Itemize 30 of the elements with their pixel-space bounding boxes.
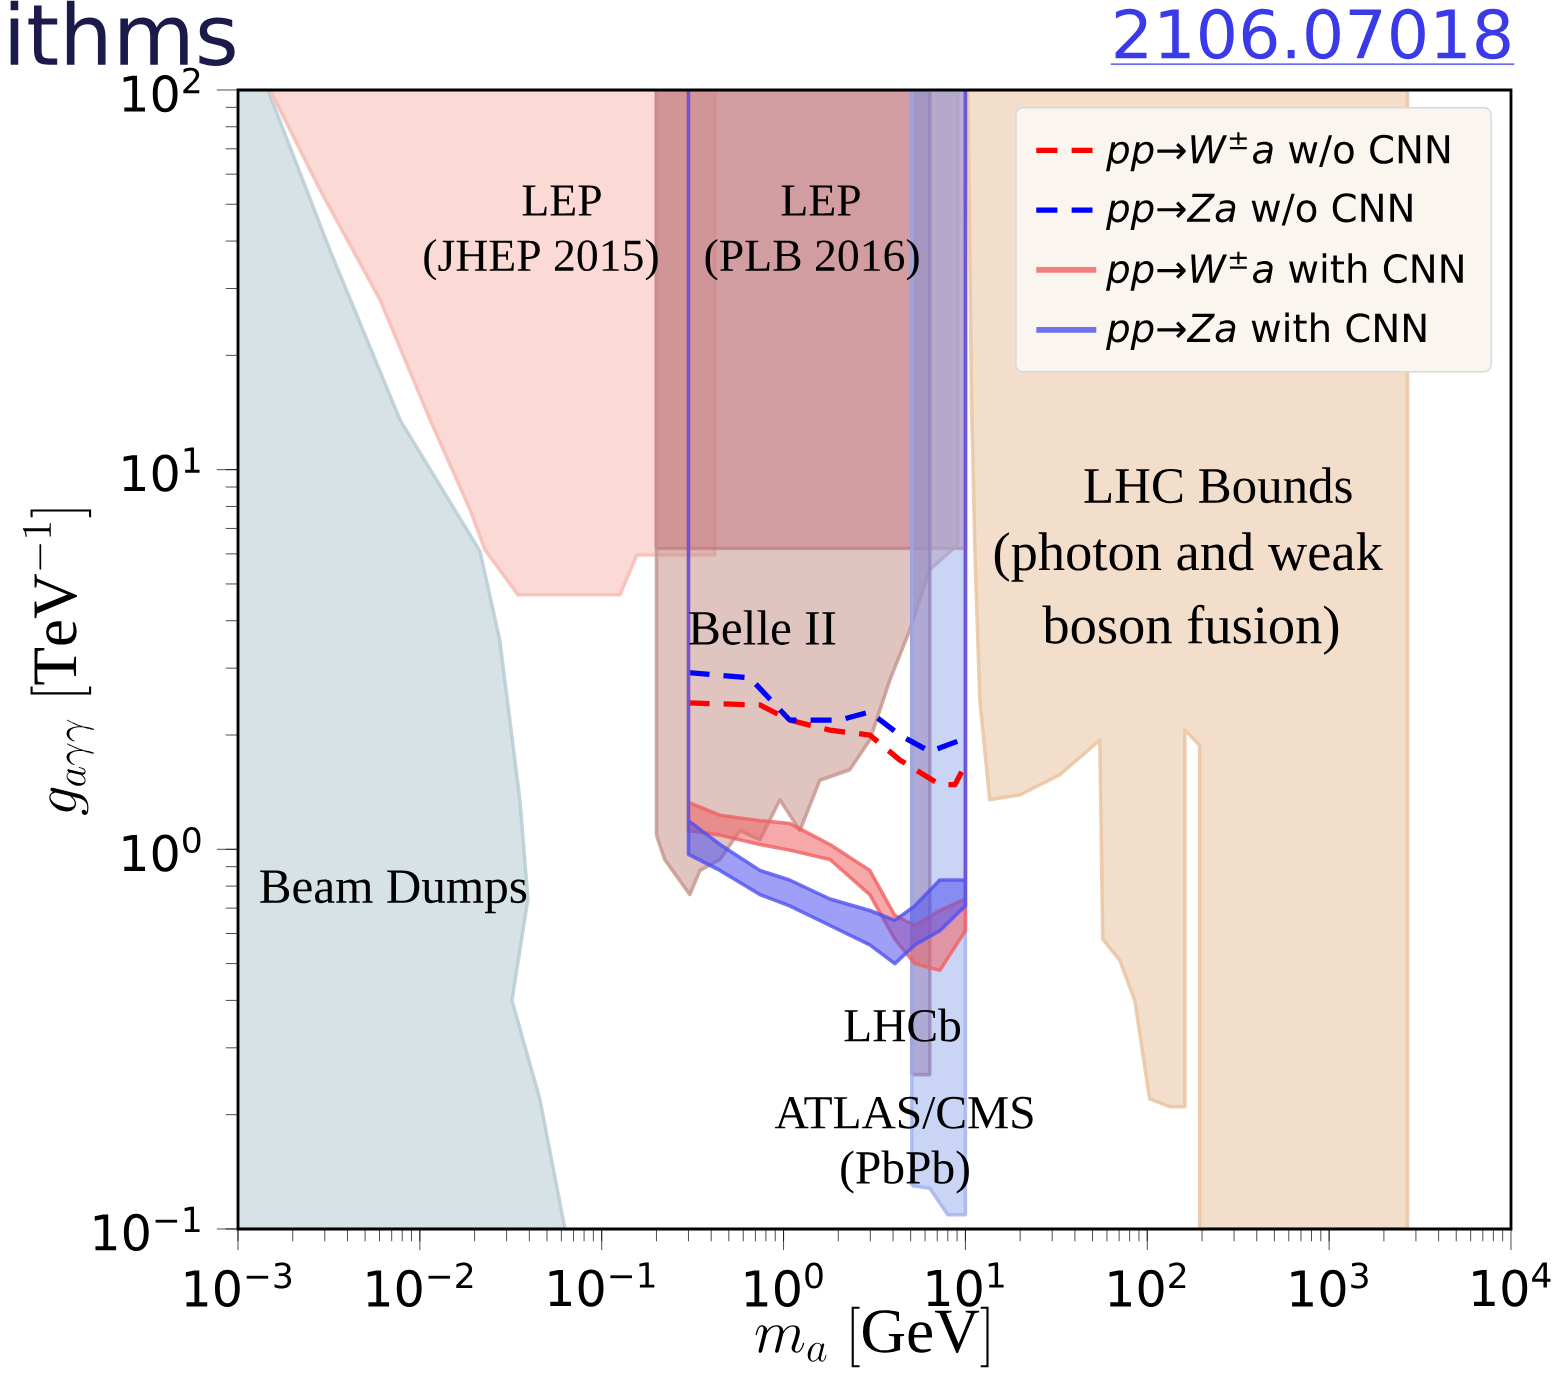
x-tick-label: 10$^{1}$ (927, 1262, 1004, 1307)
x-tick-label: 10$^{3}$ (1291, 1262, 1368, 1308)
annotation: (PbPb) (841, 1150, 969, 1194)
y-tick-label: 10$^{1}$ (123, 447, 200, 492)
text: ithms (10, 0, 235, 66)
annotation: LEP (522, 185, 601, 216)
y-tick-label: 10$^{−1}$ (94, 1206, 200, 1252)
annotation: (JHEP 2015) (424, 238, 658, 281)
legend-label: pp→W$^{±}$a w/o CNN (1106, 132, 1450, 172)
annotation: Beam Dumps (260, 870, 527, 914)
text: 2106.07018 (1115, 8, 1510, 60)
x-tick-label: 10$^{2}$ (1109, 1262, 1186, 1308)
x-tick-label: 10$^{−3}$ (185, 1262, 292, 1308)
annotation: boson fusion) (1042, 604, 1339, 655)
y-tick-label: 10$^{0}$ (123, 827, 201, 872)
legend-label: pp→W$^{±}$a with CNN (1106, 251, 1463, 291)
annotation: LHC Bounds (1084, 467, 1352, 504)
annotation: (photon and weak (994, 532, 1383, 582)
y-axis-title: $g_{a\gamma\gamma}\ [\mathrm{TeV}^{-1}]$ (22, 509, 95, 815)
annotation: LHCb (844, 1008, 961, 1042)
legend-label: pp→Za with CNN (1106, 312, 1426, 350)
x-tick-label: 10$^{4}$ (1473, 1262, 1551, 1307)
x-tick-label: 10$^{−2}$ (367, 1262, 473, 1308)
x-tick-label: 10$^{0}$ (745, 1262, 823, 1308)
x-axis-title: $m_a\ [\mathrm{GeV}]$ (755, 1306, 989, 1368)
y-tick-label: 10$^{2}$ (123, 67, 200, 113)
annotation: ATLAS/CMS (774, 1096, 1033, 1129)
x-tick-label: 10$^{−1}$ (549, 1262, 655, 1307)
annotation: Belle II (689, 610, 836, 645)
legend-label: pp→Za w/o CNN (1106, 193, 1412, 230)
